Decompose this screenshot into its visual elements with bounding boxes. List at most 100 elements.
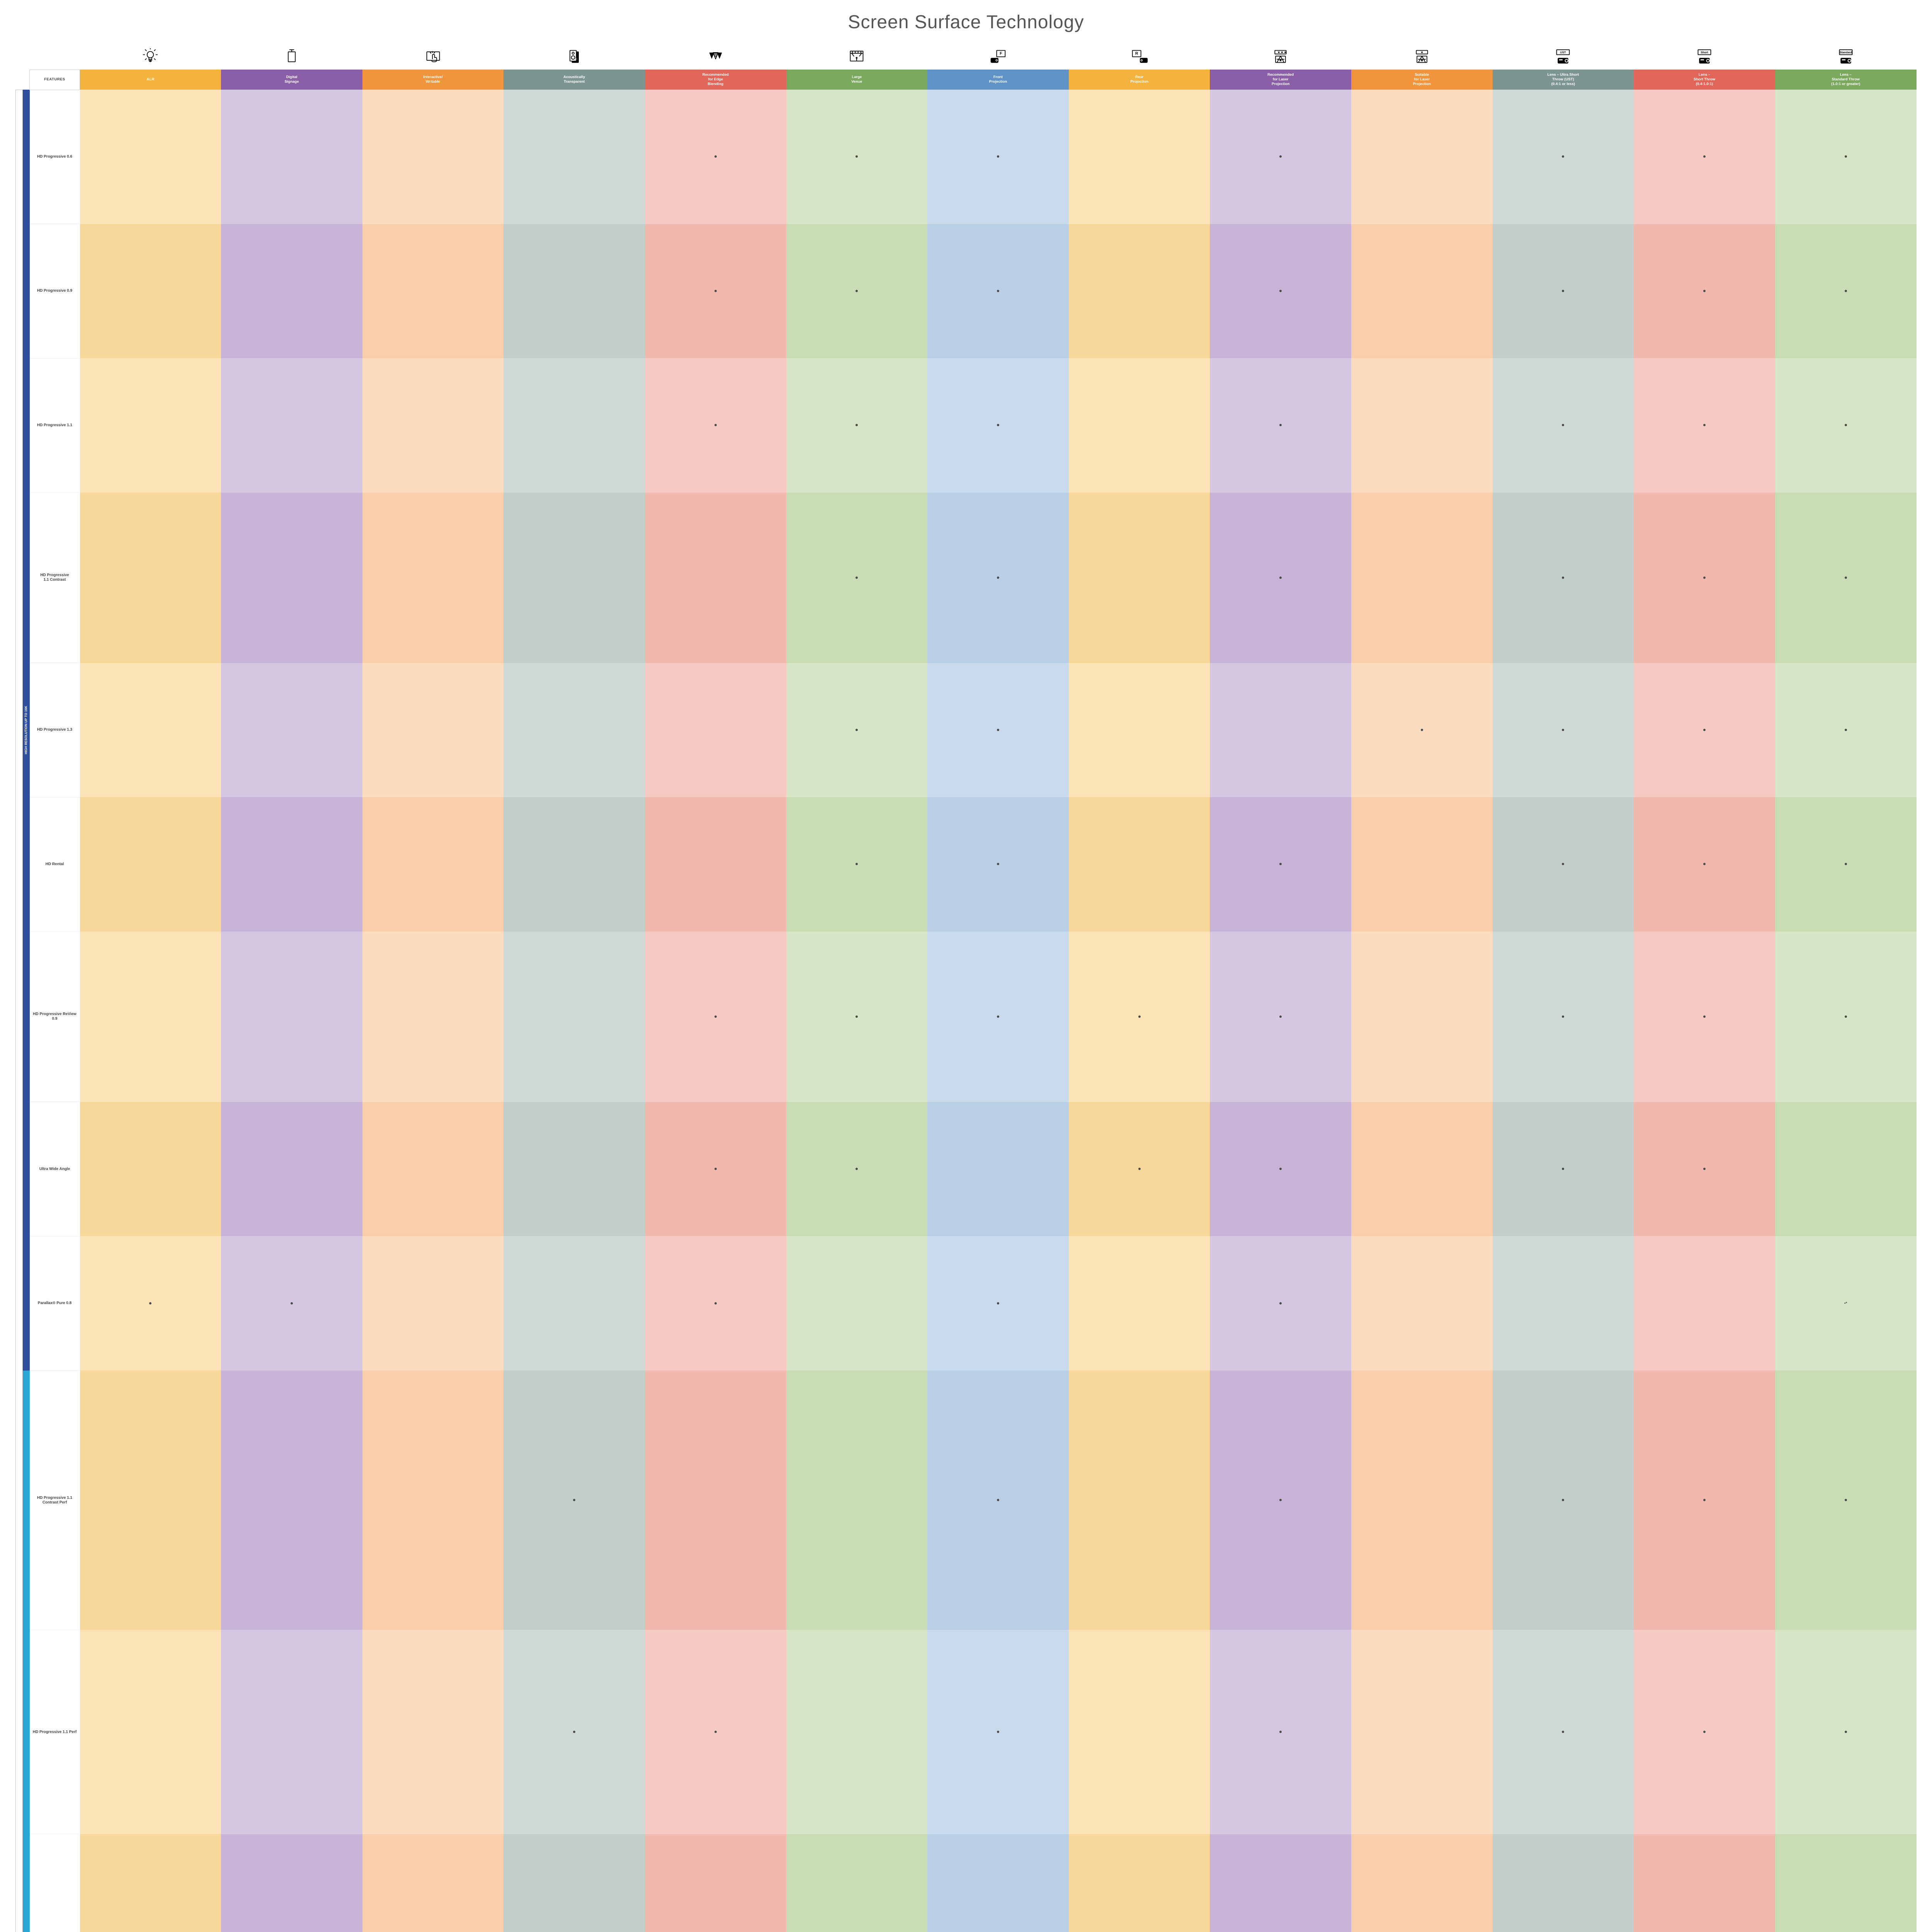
cell — [927, 358, 1069, 493]
cell — [503, 1236, 645, 1371]
cell — [1775, 932, 1917, 1102]
table-row: HD Progressive 1.3 — [16, 663, 1917, 798]
cell — [927, 90, 1069, 224]
row-label: HD Progressive 0.6 — [30, 90, 80, 224]
cell — [221, 932, 362, 1102]
cell — [80, 1371, 221, 1630]
cell — [1210, 224, 1351, 359]
row-label: HD Progressive 0.9 — [30, 224, 80, 359]
table-row: Ultra Wide Angle — [16, 1102, 1917, 1236]
cell — [80, 90, 221, 224]
cell — [221, 1630, 362, 1834]
cell — [1351, 358, 1493, 493]
cell — [503, 358, 645, 493]
cell: •* — [1775, 1236, 1917, 1371]
cell — [645, 1371, 786, 1630]
cell — [786, 932, 928, 1102]
cell — [503, 797, 645, 932]
svg-text:★: ★ — [1277, 51, 1280, 54]
col-header-front: FrontProjection — [927, 70, 1069, 90]
cell — [1069, 932, 1210, 1102]
cell — [362, 1630, 504, 1834]
cell — [221, 493, 362, 663]
cell — [362, 932, 504, 1102]
cell — [1634, 1102, 1775, 1236]
cell — [1351, 663, 1493, 798]
row-label: Parallax® Pure 0.8 — [30, 1236, 80, 1371]
cell — [1210, 797, 1351, 932]
cell — [1351, 1834, 1493, 1932]
cell — [1351, 1371, 1493, 1630]
row-label: HD Progressive 1.3 — [30, 663, 80, 798]
svg-text:★: ★ — [1281, 51, 1283, 54]
rear-icon: R — [1069, 43, 1210, 70]
cell — [1351, 1102, 1493, 1236]
col-header-lens_short: Lens –Short Throw(0.4-1.0:1) — [1634, 70, 1775, 90]
table-row: Parallax Pure 2.3•** — [16, 1834, 1917, 1932]
cell — [786, 90, 928, 224]
cell — [927, 797, 1069, 932]
cell — [1634, 663, 1775, 798]
cell — [1069, 663, 1210, 798]
cell — [786, 493, 928, 663]
cell — [362, 1834, 504, 1932]
svg-text:F: F — [1000, 52, 1002, 56]
svg-text:✷: ✷ — [1420, 58, 1423, 63]
cell — [645, 493, 786, 663]
cell — [1210, 493, 1351, 663]
cell — [503, 1371, 645, 1630]
cell — [1634, 1630, 1775, 1834]
cell — [1210, 1102, 1351, 1236]
cell — [1210, 663, 1351, 798]
row-label: Parallax Pure 2.3 — [30, 1834, 80, 1932]
cell — [1069, 1102, 1210, 1236]
cell — [1351, 932, 1493, 1102]
row-label: HD Rental — [30, 797, 80, 932]
cell — [362, 1371, 504, 1630]
cell — [927, 1102, 1069, 1236]
cell — [80, 493, 221, 663]
cell — [221, 797, 362, 932]
svg-text:Short: Short — [1701, 51, 1708, 54]
cell — [1351, 1236, 1493, 1371]
cell — [362, 493, 504, 663]
cell — [1634, 224, 1775, 359]
cell — [503, 932, 645, 1102]
venue-icon — [786, 43, 928, 70]
cell — [1210, 358, 1351, 493]
speaker-icon — [503, 43, 645, 70]
cell — [362, 358, 504, 493]
col-header-venue: LargeVenue — [786, 70, 928, 90]
row-label: HD Progressive1.1 Contrast — [30, 493, 80, 663]
cell — [1210, 1834, 1351, 1932]
side-label-outer: SCREEN SURFACES — [16, 90, 23, 1932]
cell — [786, 1630, 928, 1834]
cell — [503, 1834, 645, 1932]
cell — [1493, 932, 1634, 1102]
lens_short-icon: Short — [1634, 43, 1775, 70]
cell — [645, 663, 786, 798]
cell — [1775, 224, 1917, 359]
cell — [645, 1236, 786, 1371]
laser1-icon: ★✷ — [1351, 43, 1493, 70]
cell — [786, 797, 928, 932]
cell — [645, 932, 786, 1102]
cell — [1069, 224, 1210, 359]
signage-icon — [221, 43, 362, 70]
cell — [1351, 493, 1493, 663]
cell — [927, 224, 1069, 359]
cell — [1775, 663, 1917, 798]
cell — [927, 1630, 1069, 1834]
cell — [1069, 493, 1210, 663]
cell — [927, 1236, 1069, 1371]
col-header-alr: ALR — [80, 70, 221, 90]
cell — [1069, 1630, 1210, 1834]
cell — [1775, 1630, 1917, 1834]
table-row: HD Progressive 1.1 Perf — [16, 1630, 1917, 1834]
table-row: HIGH RESOLUTION UP TO 4KHD Progressive 1… — [16, 1371, 1917, 1630]
feature-matrix: FR★★★✷★✷USTShortStandardFEATURESALRDigit… — [15, 43, 1917, 1932]
cell — [503, 493, 645, 663]
features-header: FEATURES — [30, 70, 80, 90]
cell — [1069, 1371, 1210, 1630]
col-header-laser_rec: Recommendedfor LaserProjection — [1210, 70, 1351, 90]
